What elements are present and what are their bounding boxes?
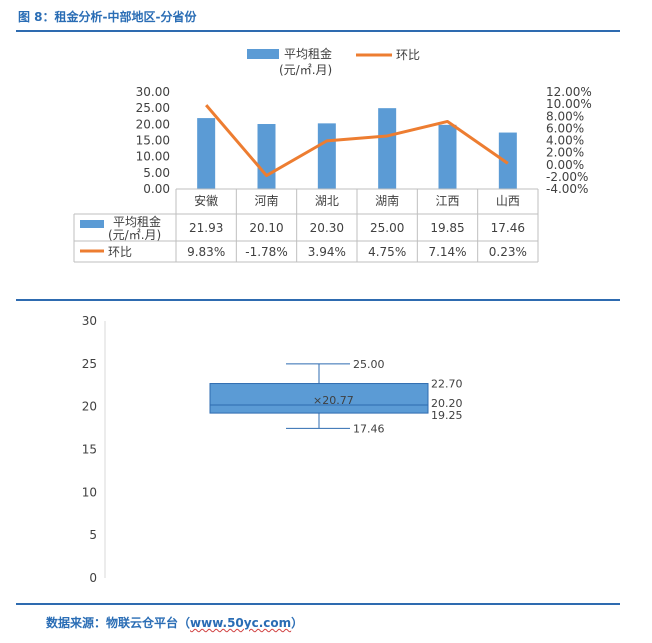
figure-title: 图 8：租金分析-中部地区-分省份	[18, 10, 197, 24]
box-y-axis: 0 5 10 15 20 25 30	[82, 314, 106, 585]
legend-line-label: 环比	[396, 48, 420, 62]
right-axis-tick-label: -2.00%	[546, 170, 588, 184]
left-axis-tick-label: 5.00	[143, 166, 170, 180]
y-tick-label: 5	[89, 528, 97, 542]
table-cell-mom: 9.83%	[187, 245, 225, 259]
category-label: 山西	[496, 194, 520, 208]
bar	[317, 123, 336, 189]
table-cell-rent: 21.93	[189, 221, 223, 235]
y-tick-label: 0	[89, 571, 97, 585]
bottom-rule	[16, 603, 620, 605]
table-cell-rent: 17.46	[491, 221, 525, 235]
y-tick-label: 10	[82, 485, 97, 499]
left-axis-tick-label: 30.00	[136, 85, 170, 99]
right-axis-tick-label: 12.00%	[546, 85, 592, 99]
table-cell-rent: 19.85	[430, 221, 464, 235]
bar	[438, 124, 457, 189]
bar	[257, 124, 276, 189]
chart-legend: 平均租金 (元/㎡.月) 环比	[247, 46, 420, 77]
rent-bar-line-chart: 平均租金(元/㎡.月)环比 0.005.0010.0015.0020.0025.…	[73, 46, 592, 263]
iqr-box	[209, 383, 429, 414]
y-tick-label: 20	[82, 400, 97, 414]
source-suffix: ）	[291, 616, 304, 630]
min-label: 17.46	[353, 422, 385, 435]
right-axis-tick-label: 2.00%	[546, 146, 584, 160]
table-line-header: 环比	[108, 245, 132, 259]
table-cell-rent: 20.30	[310, 221, 344, 235]
q3-label: 22.70	[431, 378, 463, 391]
category-label: 湖南	[375, 193, 399, 208]
category-label: 湖北	[315, 193, 339, 208]
mean-label: ×20.77	[313, 394, 354, 407]
bar	[197, 118, 216, 189]
left-axis-tick-label: 20.00	[136, 117, 170, 131]
data-source: 数据来源：物联云仓平台（www.50yc.com）	[46, 614, 303, 631]
y-tick-label: 30	[82, 314, 97, 328]
bar	[378, 108, 397, 189]
category-label: 安徽	[194, 193, 218, 208]
middle-rule	[16, 299, 620, 301]
category-label: 江西	[435, 194, 459, 208]
category-label: 河南	[254, 193, 278, 208]
source-prefix: 数据来源：物联云仓平台（	[46, 616, 191, 630]
right-axis-tick-label: 10.00%	[546, 97, 592, 111]
table-bar-header-line2: (元/㎡.月)	[108, 228, 161, 242]
bar-series	[176, 108, 538, 190]
source-url: www.50yc.com	[190, 616, 292, 630]
table-cell-mom: 4.75%	[368, 245, 406, 259]
max-label: 25.00	[353, 358, 385, 371]
line-series-path	[205, 104, 509, 178]
left-axis-tick-label: 25.00	[136, 101, 170, 115]
left-axis-tick-label: 15.00	[136, 134, 170, 148]
q1-label: 19.25	[431, 409, 463, 422]
table-cell-rent: 20.10	[249, 221, 283, 235]
left-y-axis: 0.00 5.00 10.00 15.00 20.00 25.00 30.00	[136, 85, 170, 196]
bar	[498, 132, 517, 189]
table-cell-mom: 7.14%	[428, 245, 466, 259]
right-axis-tick-label: 6.00%	[546, 121, 584, 135]
line-series	[205, 104, 509, 178]
right-axis-tick-label: 4.00%	[546, 134, 584, 148]
table-cell-mom: 0.23%	[489, 245, 527, 259]
table-cell-rent: 25.00	[370, 221, 404, 235]
right-axis-tick-label: -4.00%	[546, 182, 588, 196]
left-axis-tick-label: 10.00	[136, 150, 170, 164]
right-y-axis: -4.00%-2.00%0.00%2.00%4.00%6.00%8.00%10.…	[546, 85, 592, 196]
y-tick-label: 15	[82, 443, 97, 457]
left-axis-tick-label: 0.00	[143, 182, 170, 196]
table-bar-header-line1: 平均租金	[113, 214, 161, 229]
table-bar-key	[80, 220, 104, 228]
median-label: 20.20	[431, 397, 463, 410]
right-axis-tick-label: 8.00%	[546, 109, 584, 123]
legend-bar-label-line1: 平均租金	[284, 46, 332, 61]
table-cell-mom: 3.94%	[308, 245, 346, 259]
table-cell-mom: -1.78%	[245, 245, 287, 259]
legend-bar-swatch	[247, 49, 279, 59]
right-axis-tick-label: 0.00%	[546, 158, 584, 172]
top-rule	[16, 30, 620, 32]
y-tick-label: 25	[82, 357, 97, 371]
legend-bar-label-line2: (元/㎡.月)	[279, 63, 332, 77]
